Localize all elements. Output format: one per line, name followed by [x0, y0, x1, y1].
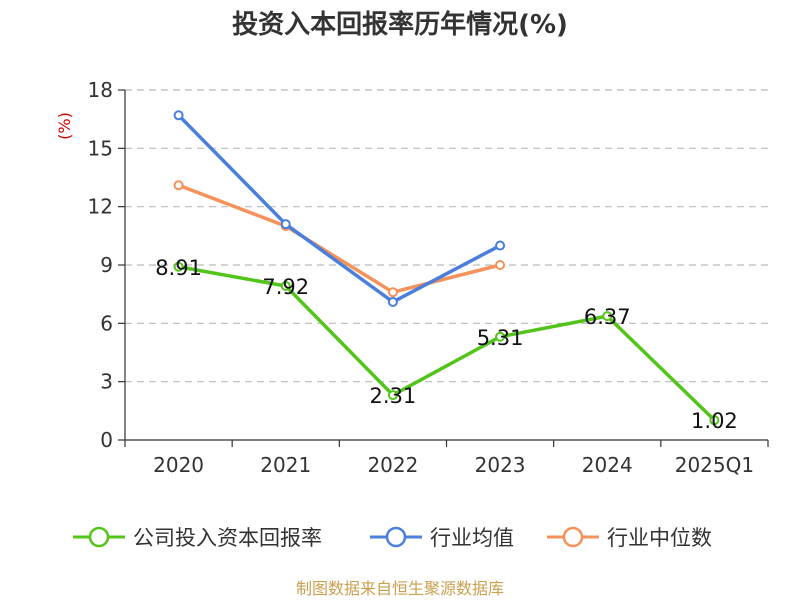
y-tick-label: 18 [88, 78, 113, 102]
data-point[interactable] [173, 110, 184, 121]
legend-item-2[interactable]: 行业中位数 [547, 526, 712, 550]
legend-marker [385, 526, 407, 548]
data-point[interactable] [495, 331, 506, 342]
data-source-note: 制图数据来自恒生聚源数据库 [296, 579, 504, 598]
data-point[interactable] [280, 219, 291, 230]
series-line [177, 114, 501, 304]
x-tick-label: 2024 [582, 453, 633, 477]
y-tick-label: 15 [88, 136, 113, 160]
legend-item-0[interactable]: 公司投入资本回报率 [73, 526, 322, 550]
data-point[interactable] [173, 261, 184, 272]
legend-label: 行业中位数 [607, 526, 712, 550]
data-point[interactable] [602, 311, 613, 322]
x-tick-label: 2025Q1 [675, 453, 754, 477]
data-point[interactable] [173, 180, 184, 191]
chart-title: 投资入本回报率历年情况(%) [232, 9, 568, 40]
series-0 [173, 261, 720, 426]
data-point[interactable] [387, 296, 398, 307]
y-tick-label: 9 [100, 253, 113, 277]
legend[interactable]: 公司投入资本回报率 行业均值 行业中位数 [73, 526, 712, 550]
series-line [178, 265, 716, 422]
y-tick-label: 0 [100, 428, 113, 452]
axes: 0 3 6 9 12 15 18 2020 2021 2022 2023 2024 2025Q1 [88, 78, 769, 477]
data-label: 7.92 [262, 275, 309, 299]
data-point[interactable] [709, 415, 720, 426]
x-tick-label: 2021 [260, 453, 311, 477]
data-label: 1.02 [691, 409, 738, 433]
data-label: 8.91 [155, 256, 202, 280]
data-point[interactable] [387, 287, 398, 298]
x-tick-label: 2023 [475, 453, 526, 477]
x-tick-label: 2022 [367, 453, 418, 477]
data-labels: 8.91 7.92 2.31 5.31 6.37 1.02 [155, 256, 738, 433]
series-1 [173, 110, 506, 307]
y-tick-label: 3 [100, 370, 113, 394]
x-tick-label: 2020 [153, 453, 204, 477]
data-label: 6.37 [584, 305, 631, 329]
y-tick-label: 6 [100, 311, 113, 335]
y-tick-label: 12 [88, 195, 113, 219]
legend-marker [562, 526, 584, 548]
series-lines [173, 110, 720, 426]
data-point[interactable] [495, 260, 506, 270]
series-2 [173, 180, 506, 298]
legend-label: 行业均值 [430, 526, 514, 550]
data-point[interactable] [280, 281, 291, 291]
grid-lines [125, 89, 768, 383]
legend-marker [88, 526, 110, 548]
y-axis-unit: (%) [55, 112, 74, 140]
legend-item-1[interactable]: 行业均值 [370, 526, 514, 550]
data-point[interactable] [387, 390, 398, 401]
data-label: 2.31 [370, 384, 417, 408]
data-point[interactable] [495, 240, 506, 251]
legend-label: 公司投入资本回报率 [133, 526, 322, 550]
data-label: 5.31 [477, 326, 524, 350]
series-line [177, 183, 501, 294]
